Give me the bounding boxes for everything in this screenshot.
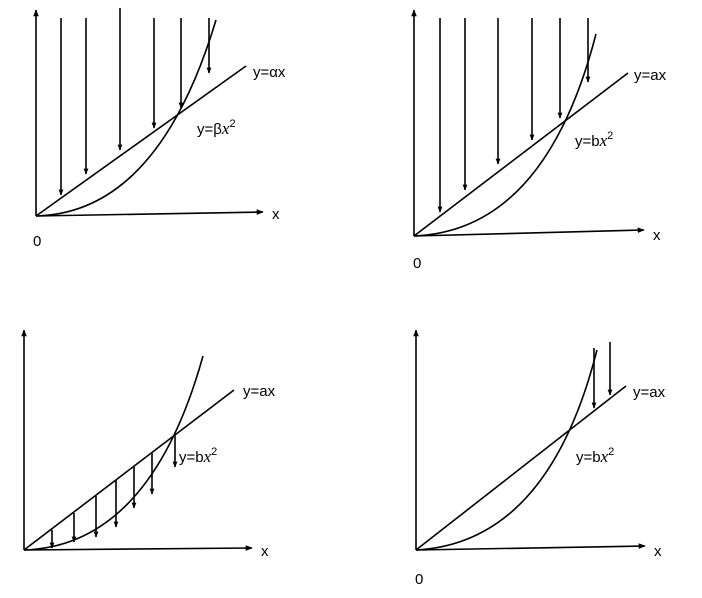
- linear-line: [23, 389, 235, 551]
- quadratic-curve: [415, 349, 598, 551]
- line-label: y=ax: [634, 67, 667, 84]
- quadratic-curve: [413, 33, 597, 237]
- line-label: y=ax: [633, 384, 666, 401]
- panel-top-right: [411, 9, 645, 237]
- curve-label: y=bx2: [179, 446, 217, 466]
- x-axis-label: x: [261, 543, 269, 560]
- panel-bottom-right: [413, 329, 646, 551]
- panel-bottom-left: [21, 329, 253, 551]
- x-axis: [413, 227, 645, 237]
- line-label: y=ax: [243, 383, 276, 400]
- origin-label: 0: [413, 255, 421, 272]
- curve-label: y=bx2: [575, 130, 613, 150]
- origin-label: 0: [33, 233, 41, 250]
- x-axis: [23, 545, 253, 551]
- linear-line: [35, 65, 247, 217]
- linear-line: [415, 385, 627, 551]
- x-axis-label: x: [654, 543, 662, 560]
- curve-label: y=βx2: [197, 118, 236, 138]
- linear-line: [413, 72, 629, 237]
- origin-label: 0: [415, 571, 423, 588]
- panel-top-left: [33, 8, 264, 217]
- quadratic-curve: [35, 19, 217, 217]
- x-axis-label: x: [272, 206, 280, 223]
- x-axis: [415, 543, 646, 551]
- line-label: y=αx: [253, 64, 286, 81]
- x-axis: [35, 209, 264, 217]
- x-axis-label: x: [653, 227, 661, 244]
- quadratic-curve: [23, 355, 204, 551]
- curve-label: y=bx2: [576, 446, 614, 466]
